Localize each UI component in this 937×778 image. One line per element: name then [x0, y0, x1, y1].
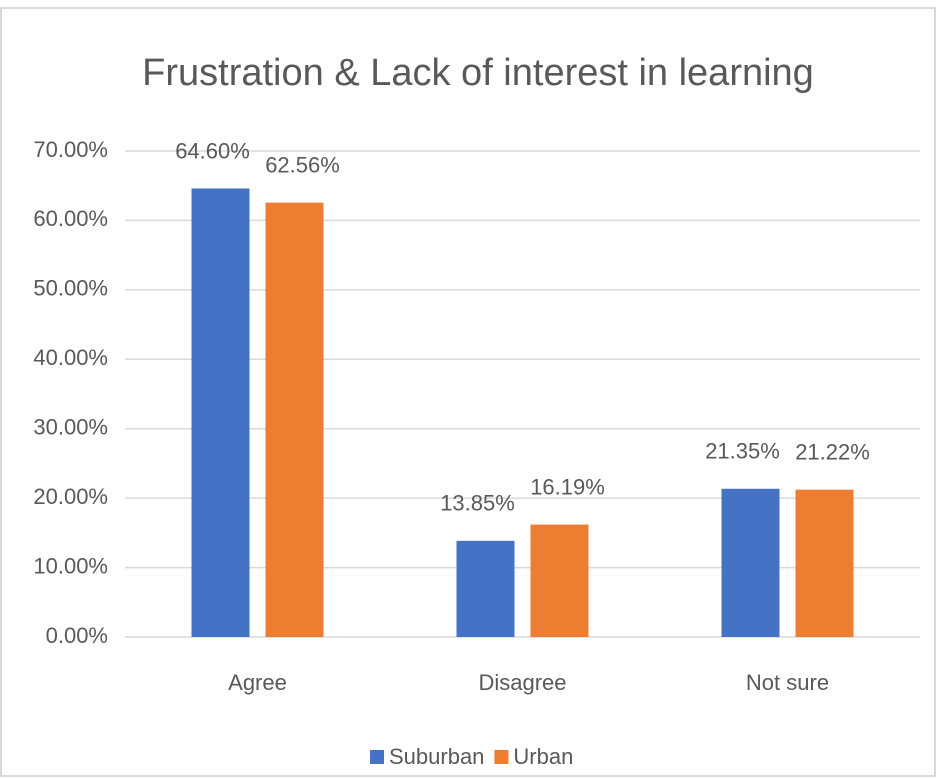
y-tick-label: 30.00%	[33, 415, 108, 440]
bar	[530, 524, 589, 637]
legend-swatch	[494, 750, 509, 764]
y-tick-label: 10.00%	[33, 553, 108, 578]
y-tick-label: 60.00%	[33, 206, 108, 231]
data-label: 13.85%	[440, 491, 515, 516]
y-tick-label: 20.00%	[33, 484, 108, 509]
bar	[795, 489, 854, 637]
x-tick-label: Disagree	[478, 670, 566, 695]
data-label: 21.35%	[705, 439, 780, 464]
y-tick-label: 0.00%	[46, 623, 108, 648]
bar	[265, 202, 324, 638]
data-label: 21.22%	[795, 439, 870, 464]
chart-title: Frustration & Lack of interest in learni…	[142, 52, 814, 94]
legend-label: Urban	[513, 744, 573, 769]
legend-swatch	[370, 750, 384, 764]
bar	[456, 540, 515, 637]
x-tick-label: Not sure	[746, 670, 829, 695]
data-label: 64.60%	[175, 138, 250, 163]
legend-label: Suburban	[389, 744, 484, 769]
x-tick-label: Agree	[228, 670, 287, 695]
data-label: 62.56%	[265, 152, 340, 177]
data-label: 16.19%	[530, 474, 605, 499]
bar	[721, 488, 780, 637]
bar	[191, 188, 250, 637]
chart-border	[0, 7, 936, 777]
y-tick-label: 50.00%	[33, 276, 108, 301]
y-tick-label: 40.00%	[33, 345, 108, 370]
y-tick-label: 70.00%	[33, 137, 108, 162]
